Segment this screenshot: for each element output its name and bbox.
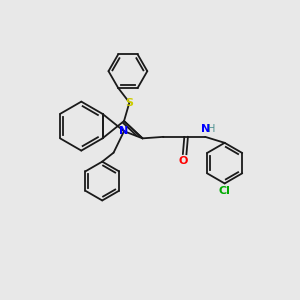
Text: O: O [178,156,188,166]
Text: Cl: Cl [219,186,231,196]
Text: N: N [119,126,129,136]
Text: S: S [125,98,134,107]
Text: H: H [208,124,215,134]
Text: N: N [201,124,210,134]
